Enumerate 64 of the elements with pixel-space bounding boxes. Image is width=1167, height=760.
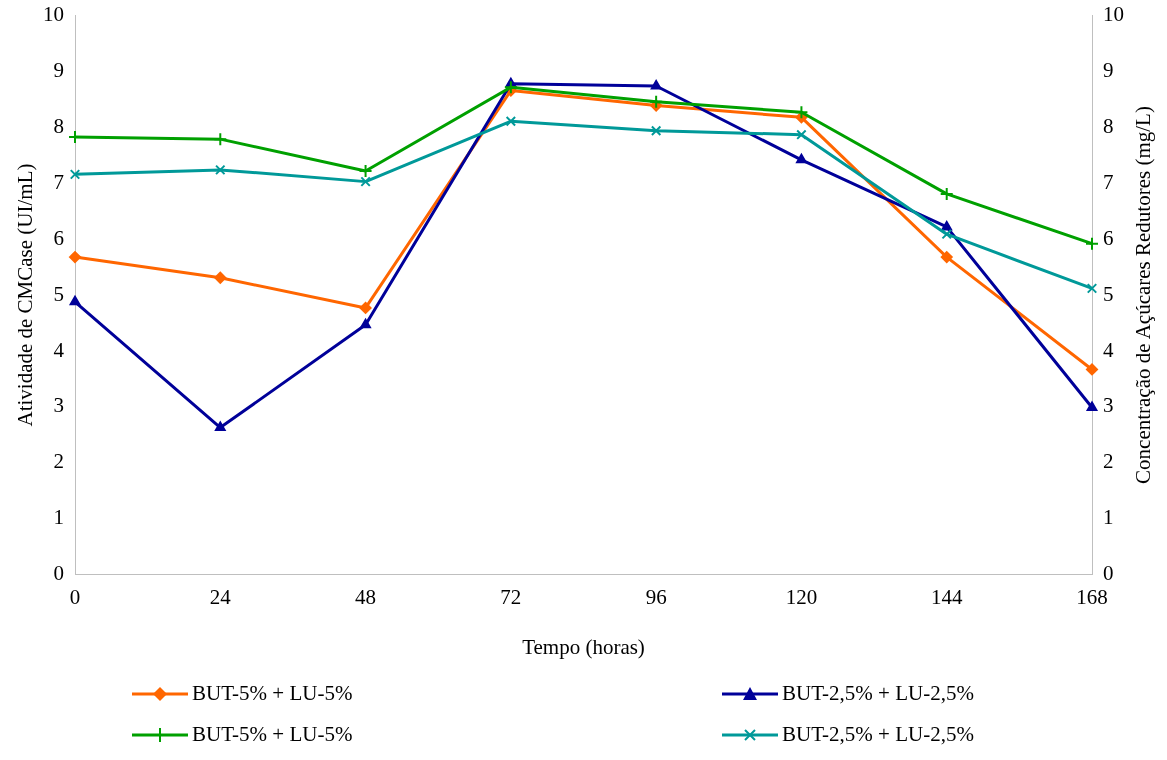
point [649,94,664,109]
y2-axis-title: Concentração de Açúcares Redutores (mg/L) [1130,106,1155,485]
y2-tick-label: 3 [1103,393,1114,418]
y2-tick-label: 6 [1103,225,1114,250]
point [650,80,662,90]
point [941,220,953,231]
point [215,164,226,176]
x-tick-label: 168 [1076,584,1108,609]
y-tick-label: 4 [53,337,65,362]
y2-tick-label: 0 [1103,561,1114,586]
point [505,116,517,127]
x-tick-label: 120 [785,584,818,609]
point [360,318,371,329]
x-tick-label: 144 [930,584,963,609]
y2-tick-label: 2 [1103,449,1114,474]
x-tick-label: 48 [355,584,377,609]
point [214,271,227,284]
point [69,295,81,306]
y-tick-label: 3 [53,393,64,418]
point [213,132,228,147]
y-axis-title: Atividade de CMCase (UI/mL) [12,163,37,427]
y-tick-label: 1 [53,505,64,530]
y-tick-label: 7 [53,169,64,194]
point [359,301,372,314]
x-tick-label: 0 [69,584,81,609]
y2-tick-label: 10 [1103,2,1124,27]
point [1086,283,1098,294]
legend-label: BUT-5% + LU-5% [192,681,353,706]
point [939,186,954,201]
x-tick-label: 24 [209,584,232,609]
point [650,125,662,136]
point [941,228,952,240]
x-tick-label: 96 [645,584,667,609]
point [940,251,953,264]
y-tick-label: 8 [53,113,64,138]
point [69,169,81,180]
point [503,80,518,95]
y2-tick-label: 8 [1103,113,1114,138]
point [796,129,807,140]
y2-tick-label: 1 [1103,505,1114,530]
y-tick-label: 6 [53,225,64,250]
point [796,153,807,164]
y-tick-label: 9 [53,58,64,83]
point [1086,363,1098,376]
point [794,105,809,120]
y-tick-label: 10 [43,2,64,27]
legend-label: BUT-5% + LU-5% [192,722,353,747]
legend-label: BUT-2,5% + LU-2,5% [782,722,974,747]
x-axis-title: Tempo (horas) [522,634,645,659]
point [358,164,373,178]
point [69,251,81,264]
y2-tick-label: 9 [1103,58,1114,83]
y-tick-label: 5 [53,281,64,306]
point [1085,236,1099,251]
y2-tick-label: 5 [1103,281,1114,306]
point [360,176,371,187]
point [1086,401,1098,411]
y-tick-label: 0 [53,561,64,586]
x-tick-label: 72 [500,584,522,609]
y2-tick-label: 7 [1103,169,1114,194]
point [214,421,226,432]
legend-label: BUT-2,5% + LU-2,5% [782,681,974,706]
y-tick-label: 2 [53,449,64,474]
y2-tick-label: 4 [1103,337,1114,362]
